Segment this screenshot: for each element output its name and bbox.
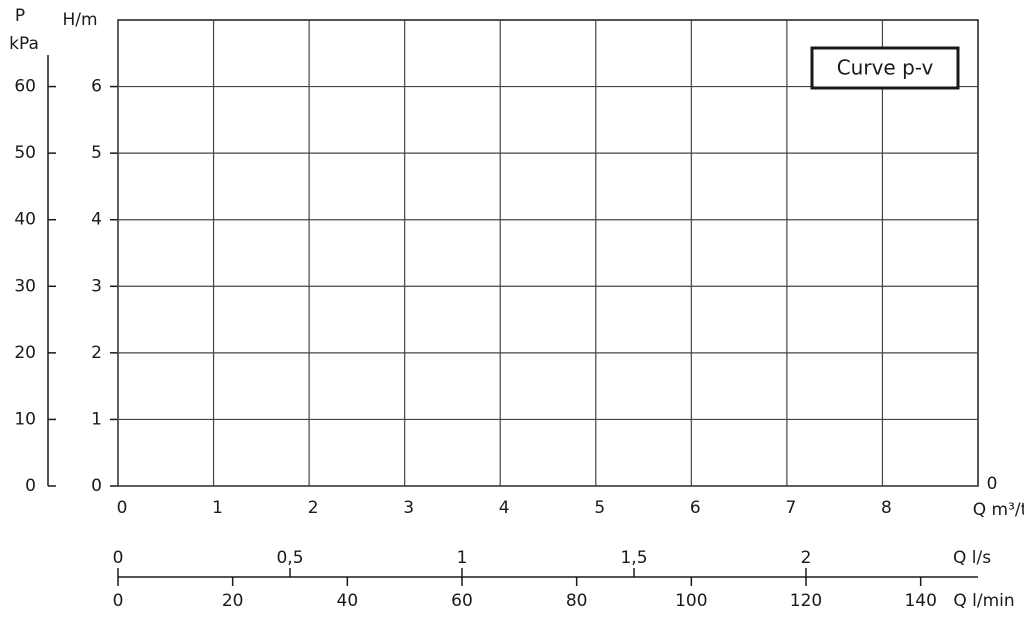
y2-axis-title: P [15, 6, 25, 26]
y2-tick-label: 10 [14, 409, 36, 429]
plot-frame [117, 19, 979, 487]
q-tick-label: 60 [451, 591, 473, 611]
corner-label: 0 [987, 474, 998, 494]
q-tick-label: 40 [337, 591, 359, 611]
y2-tick-label: 50 [14, 143, 36, 163]
x-tick-label: 8 [881, 498, 892, 518]
q-tick-label: 20 [222, 591, 244, 611]
legend-text: Curve p-v [837, 56, 934, 80]
y-tick-label: 4 [91, 210, 102, 230]
y-tick-label: 0 [91, 476, 102, 496]
y2-tick-label: 30 [14, 276, 36, 296]
y-axis-title: H/m [62, 10, 97, 30]
y2-tick-label: 60 [14, 77, 36, 97]
y-tick-label: 6 [91, 77, 102, 97]
y-tick-label: 5 [91, 143, 102, 163]
q-tick-label: 1,5 [620, 548, 647, 568]
y-tick-label: 3 [91, 276, 102, 296]
x-tick-label: 5 [594, 498, 605, 518]
x-tick-label: 1 [212, 498, 223, 518]
x-tick-label: 2 [308, 498, 319, 518]
y2-tick-label: 0 [25, 476, 36, 496]
y2-axis-unit: kPa [9, 34, 39, 54]
q-tick-label: 0,5 [276, 548, 303, 568]
y2-tick-label: 40 [14, 210, 36, 230]
y2-tick-label: 20 [14, 343, 36, 363]
q-tick-label: 80 [566, 591, 588, 611]
y-tick-label: 1 [91, 409, 102, 429]
q-tick-label: 0 [113, 548, 124, 568]
x-tick-label: 4 [499, 498, 510, 518]
x-tick-label: 0 [117, 498, 128, 518]
x-tick-label: 6 [690, 498, 701, 518]
y-tick-label: 2 [91, 343, 102, 363]
q-tick-label: 140 [904, 591, 936, 611]
q-lmin-axis-title: Q l/min [953, 591, 1014, 611]
q-tick-label: 1 [457, 548, 468, 568]
q-tick-label: 120 [790, 591, 822, 611]
legend-box [810, 46, 960, 90]
q-ls-axis-title: Q l/s [953, 548, 991, 568]
q-tick-label: 100 [675, 591, 707, 611]
x-axis-title: Q m³/t [973, 500, 1024, 520]
x-tick-label: 3 [403, 498, 414, 518]
q-tick-label: 2 [801, 548, 812, 568]
x-tick-label: 7 [785, 498, 796, 518]
q-tick-label: 0 [113, 591, 124, 611]
